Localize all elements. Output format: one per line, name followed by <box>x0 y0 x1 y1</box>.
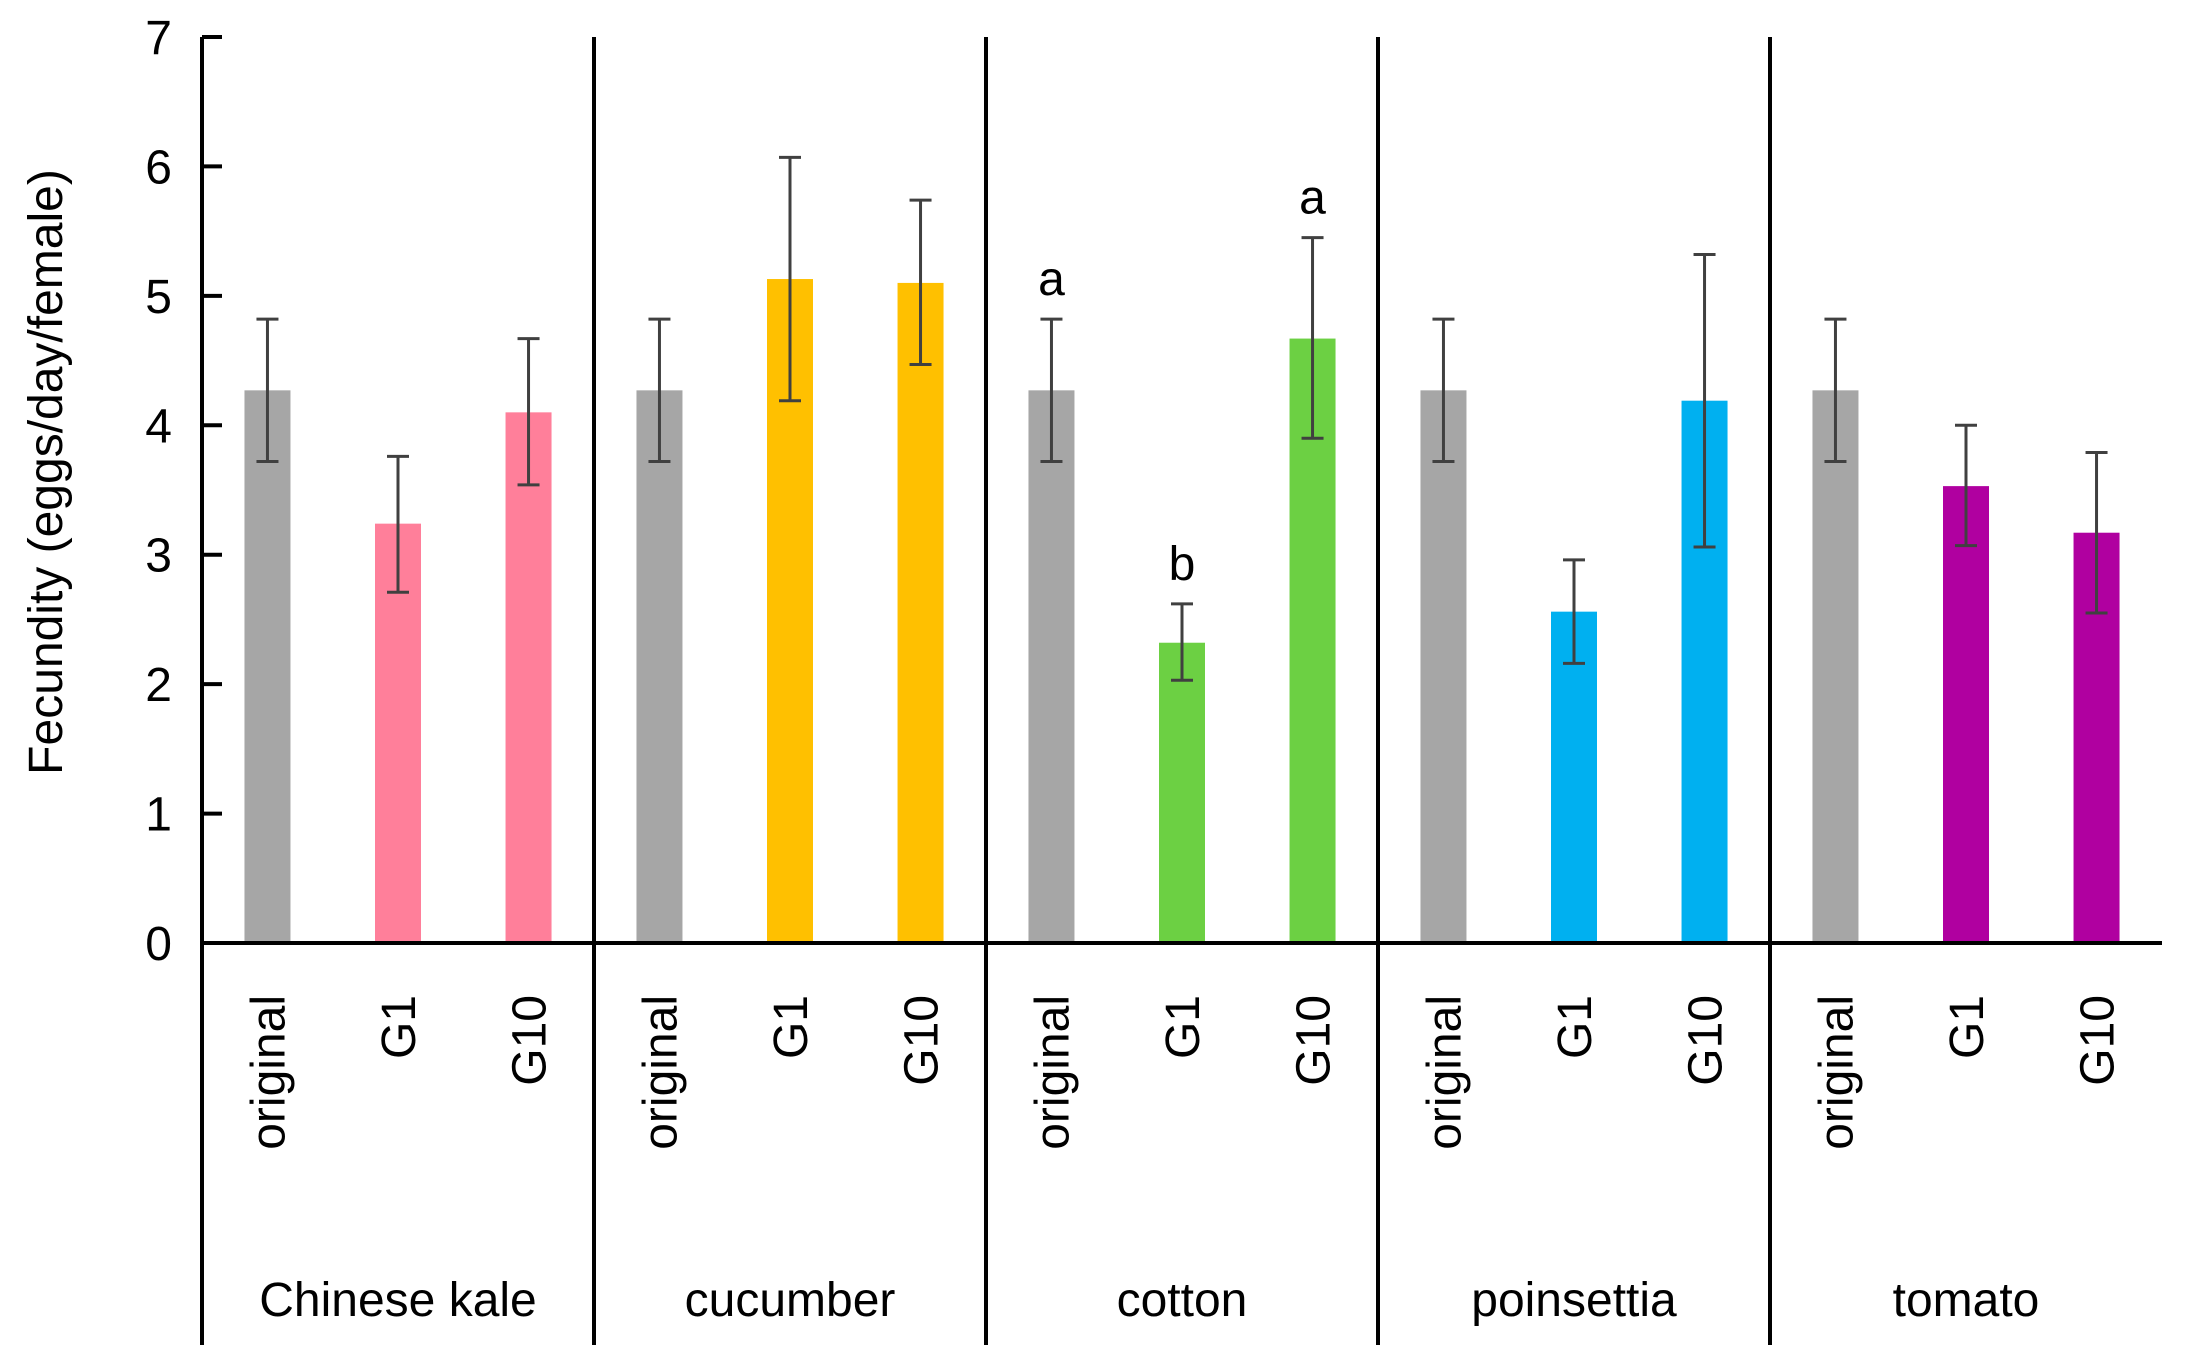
bar-cucumber-g10 <box>897 282 944 943</box>
y-tick-label: 6 <box>145 141 172 194</box>
y-tick-label: 5 <box>145 271 172 324</box>
category-label: original <box>1026 995 1079 1150</box>
category-label: G1 <box>373 995 426 1059</box>
y-tick-label: 0 <box>145 918 172 971</box>
y-axis-ticks: 0 1 2 3 4 5 6 7 <box>145 12 222 971</box>
y-tick-label: 7 <box>145 12 172 65</box>
category-label: G10 <box>1288 995 1341 1086</box>
group-labels: Chinese kale cucumber cotton poinsettia toma… <box>259 1274 2039 1327</box>
bar-tomato-g1 <box>1943 486 1989 943</box>
bar-poinsettia-original <box>1420 390 1467 944</box>
category-label: original <box>1810 995 1863 1150</box>
bar-poinsettia-g1 <box>1551 611 1597 943</box>
category-label: original <box>634 995 687 1150</box>
axes-frame <box>200 37 2162 1345</box>
y-tick-label: 4 <box>145 400 172 453</box>
y-axis-label: Fecundity (eggs/day/female) <box>20 169 73 775</box>
category-label: G10 <box>2072 995 2125 1086</box>
bar-tomato-original <box>1812 390 1859 944</box>
category-label: G1 <box>1157 995 1210 1059</box>
group-label: tomato <box>1893 1274 2040 1327</box>
category-label: G1 <box>765 995 818 1059</box>
group-label: cotton <box>1117 1274 1248 1327</box>
group-label: cucumber <box>685 1274 896 1327</box>
bar-chinese-kale-original <box>244 390 291 944</box>
bar-chinese-kale-g10 <box>505 412 552 943</box>
bar-cucumber-original <box>636 390 683 944</box>
bars-layer: a b a <box>244 155 2120 944</box>
group-label: poinsettia <box>1471 1274 1677 1327</box>
bar-cotton-g1 <box>1159 642 1205 943</box>
y-tick-label: 2 <box>145 659 172 712</box>
significance-letter: a <box>1299 172 1326 225</box>
category-label: G10 <box>896 995 949 1086</box>
category-labels: original G1 G10 original G1 G10 original G1 G10 o… <box>242 995 2124 1150</box>
category-label: G1 <box>1549 995 1602 1059</box>
significance-letter: a <box>1038 253 1065 306</box>
y-tick-label: 3 <box>145 530 172 583</box>
category-label: G10 <box>1680 995 1733 1086</box>
category-label: original <box>242 995 295 1150</box>
group-label: Chinese kale <box>259 1274 537 1327</box>
bar-cotton-original <box>1028 390 1075 944</box>
category-label: original <box>1418 995 1471 1150</box>
y-tick-label: 1 <box>145 789 172 842</box>
significance-letter: b <box>1169 538 1196 591</box>
category-label: G10 <box>504 995 557 1086</box>
category-label: G1 <box>1941 995 1994 1059</box>
